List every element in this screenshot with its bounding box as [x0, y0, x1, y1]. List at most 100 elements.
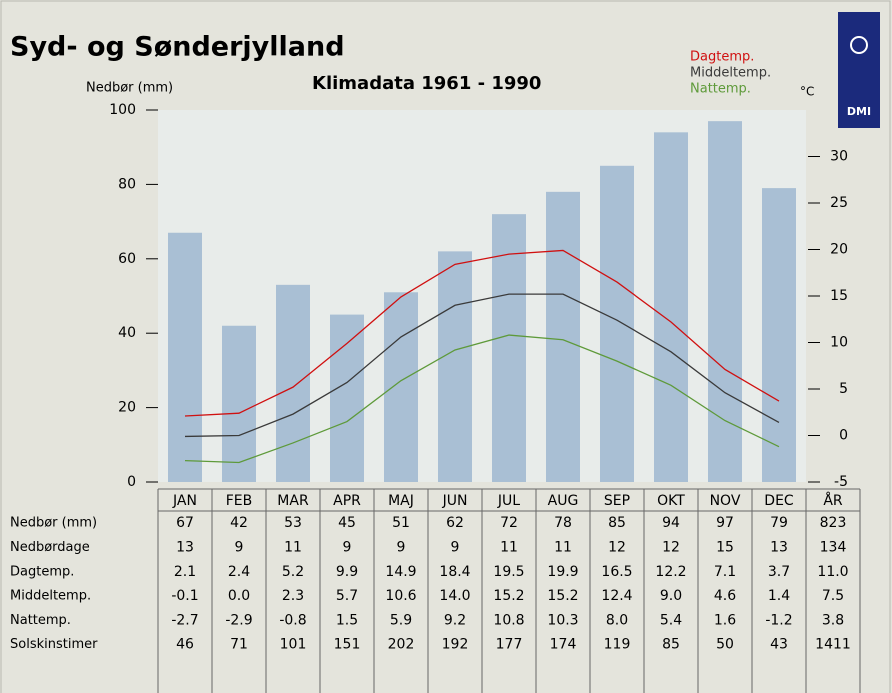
table-cell: 11 — [554, 539, 572, 555]
table-cell: 62 — [446, 515, 464, 531]
table-cell: 15.2 — [547, 588, 578, 604]
table-cell: 19.9 — [547, 564, 578, 580]
table-cell: 67 — [176, 515, 194, 531]
y-tick-label: 100 — [109, 102, 136, 118]
table-cell: 42 — [230, 515, 248, 531]
bar — [654, 132, 688, 482]
table-cell: 12 — [608, 539, 626, 555]
y-tick-label: 40 — [118, 325, 136, 341]
table-cell: 50 — [716, 637, 734, 653]
table-cell: 16.5 — [601, 564, 632, 580]
table-cell: 78 — [554, 515, 572, 531]
table-cell: 7.5 — [822, 588, 844, 604]
y2-tick-label: 0 — [839, 428, 848, 444]
table-cell: 12 — [662, 539, 680, 555]
legend-entry: Nattemp. — [690, 82, 751, 97]
legend-entry: Middeltemp. — [690, 66, 771, 81]
x-tick-label: FEB — [226, 493, 253, 509]
table-header: ÅR — [823, 492, 843, 509]
y2-tick-label: 5 — [839, 381, 848, 397]
plot-area — [158, 110, 806, 482]
bar — [330, 314, 364, 482]
y2-tick-label: 20 — [830, 242, 848, 258]
logo — [838, 12, 880, 128]
table-cell: 1.6 — [714, 612, 736, 628]
table-cell: 5.4 — [660, 612, 682, 628]
table-cell: 12.2 — [655, 564, 686, 580]
x-tick-label: JUL — [497, 493, 520, 509]
table-cell: 9 — [235, 539, 244, 555]
table-cell: 9 — [343, 539, 352, 555]
table-cell: 8.0 — [606, 612, 628, 628]
y2-tick-label: 15 — [830, 288, 848, 304]
table-row-label: Middeltemp. — [10, 589, 91, 604]
table-cell: 177 — [496, 637, 523, 653]
y-tick-label: 0 — [127, 474, 136, 490]
table-cell: 97 — [716, 515, 734, 531]
table-cell: 5.7 — [336, 588, 358, 604]
y2-axis-label: °C — [800, 85, 814, 99]
line-series — [184, 334, 780, 464]
table-cell: -2.7 — [171, 612, 198, 628]
x-tick-label: OKT — [657, 493, 685, 509]
table-cell: 15 — [716, 539, 734, 555]
table-cell: 85 — [608, 515, 626, 531]
table-cell: 10.8 — [493, 612, 524, 628]
table-cell: 15.2 — [493, 588, 524, 604]
bar — [600, 165, 634, 483]
table-row-label: Solskinstimer — [10, 637, 98, 652]
table-cell: 119 — [604, 637, 631, 653]
bar — [222, 325, 256, 482]
bar — [492, 214, 526, 482]
bar — [168, 232, 202, 482]
table-cell: 14.9 — [385, 564, 416, 580]
table-cell: -2.9 — [225, 612, 252, 628]
table-cell: 9 — [451, 539, 460, 555]
table-cell: 3.8 — [822, 612, 844, 628]
x-tick-label: APR — [333, 493, 361, 509]
table-cell: 9 — [397, 539, 406, 555]
table-cell: 5.9 — [390, 612, 412, 628]
table-cell: 12.4 — [601, 588, 632, 604]
y2-tick-label: 10 — [830, 335, 848, 351]
y-tick-label: 80 — [118, 176, 136, 192]
table-cell: 1.4 — [768, 588, 790, 604]
table-cell: 14.0 — [439, 588, 470, 604]
x-tick-label: MAR — [277, 493, 309, 509]
table-cell: 9.2 — [444, 612, 466, 628]
table-cell: 11 — [284, 539, 302, 555]
table-cell: 202 — [388, 637, 415, 653]
line-series — [184, 293, 780, 438]
table-cell: 9.0 — [660, 588, 682, 604]
table-cell: 43 — [770, 637, 788, 653]
table-cell: 5.2 — [282, 564, 304, 580]
table-cell: 18.4 — [439, 564, 470, 580]
table-cell: 71 — [230, 637, 248, 653]
chart-subtitle: Klimadata 1961 - 1990 — [312, 73, 541, 94]
table-cell: 1.5 — [336, 612, 358, 628]
table-cell: 4.6 — [714, 588, 736, 604]
x-tick-label: SEP — [604, 493, 630, 509]
x-tick-label: NOV — [710, 493, 741, 509]
table-cell: 7.1 — [714, 564, 736, 580]
table-cell: 13 — [176, 539, 194, 555]
table-cell: 9.9 — [336, 564, 358, 580]
table-cell: -0.1 — [171, 588, 198, 604]
table-cell: 134 — [820, 539, 847, 555]
table-cell: 101 — [280, 637, 307, 653]
logo-text: DMI — [847, 105, 871, 118]
table-cell: 11 — [500, 539, 518, 555]
table-cell: 72 — [500, 515, 518, 531]
table-cell: 46 — [176, 637, 194, 653]
x-tick-label: DEC — [764, 493, 794, 509]
x-tick-label: MAJ — [388, 493, 414, 509]
table-cell: 10.6 — [385, 588, 416, 604]
table-cell: 192 — [442, 637, 469, 653]
y2-tick-label: 25 — [830, 195, 848, 211]
table-cell: 151 — [334, 637, 361, 653]
table-row-label: Dagtemp. — [10, 564, 74, 579]
table-row-label: Nedbør (mm) — [10, 516, 97, 531]
bar — [546, 191, 580, 482]
bar — [384, 292, 418, 482]
